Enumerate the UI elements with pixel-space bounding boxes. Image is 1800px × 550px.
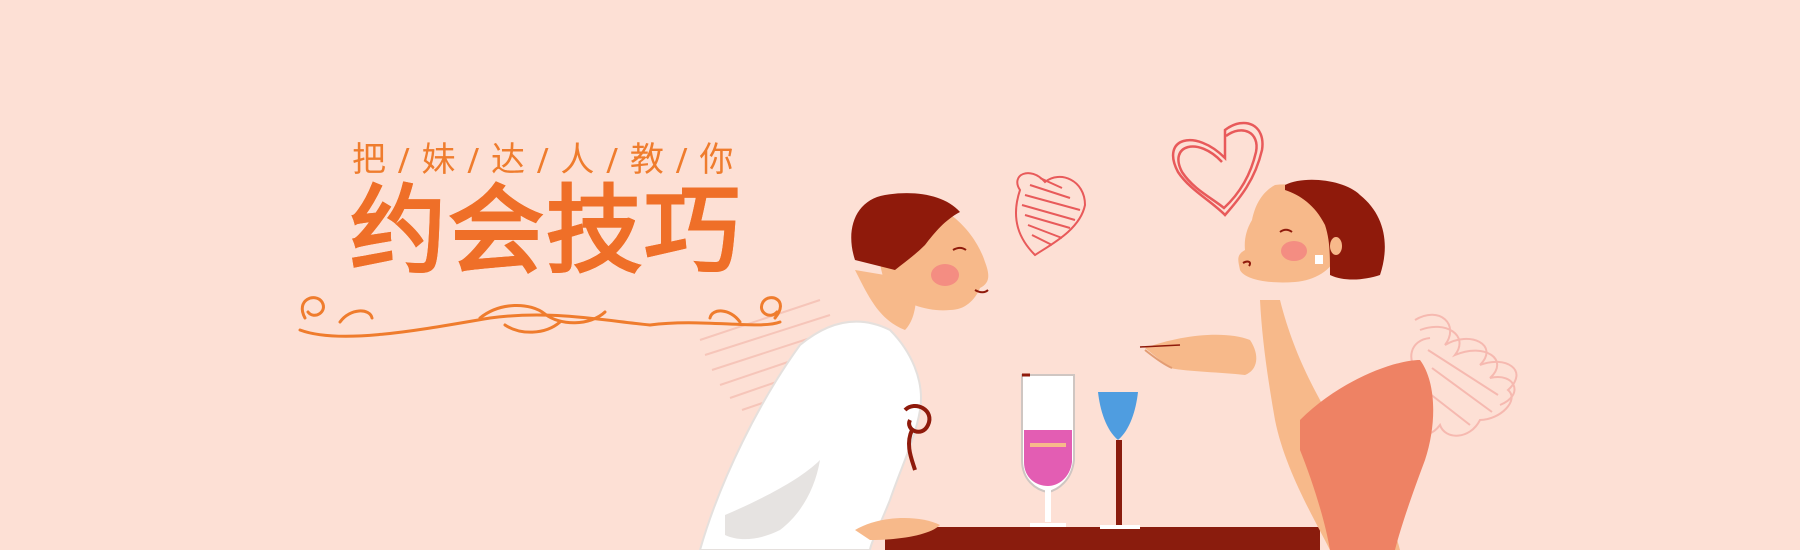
- ornament-divider-icon: [298, 296, 782, 338]
- subtitle: 把 / 妹 / 达 / 人 / 教 / 你: [352, 132, 735, 181]
- subtitle-char: 达: [490, 140, 527, 180]
- subtitle-char: 人: [560, 140, 597, 180]
- heart-scribble-icon: [1015, 172, 1087, 257]
- subtitle-slash: /: [467, 142, 481, 178]
- subtitle-slash: /: [536, 142, 551, 178]
- subtitle-char: 教: [629, 140, 666, 180]
- woman-figure: [1139, 179, 1434, 550]
- subtitle-slash: /: [675, 142, 690, 178]
- man-figure: [698, 193, 989, 550]
- heart-outline-icon: [1171, 121, 1264, 217]
- subtitle-char: 妹: [421, 140, 458, 180]
- cocktail-glass: [1098, 392, 1140, 529]
- subtitle-char: 把: [352, 140, 388, 180]
- subtitle-slash: /: [398, 142, 412, 178]
- subtitle-char: 你: [699, 140, 736, 180]
- subtitle-slash: /: [606, 142, 620, 178]
- table: [885, 527, 1320, 550]
- wine-glass: [1021, 373, 1075, 527]
- page-title: 约会技巧: [350, 175, 742, 287]
